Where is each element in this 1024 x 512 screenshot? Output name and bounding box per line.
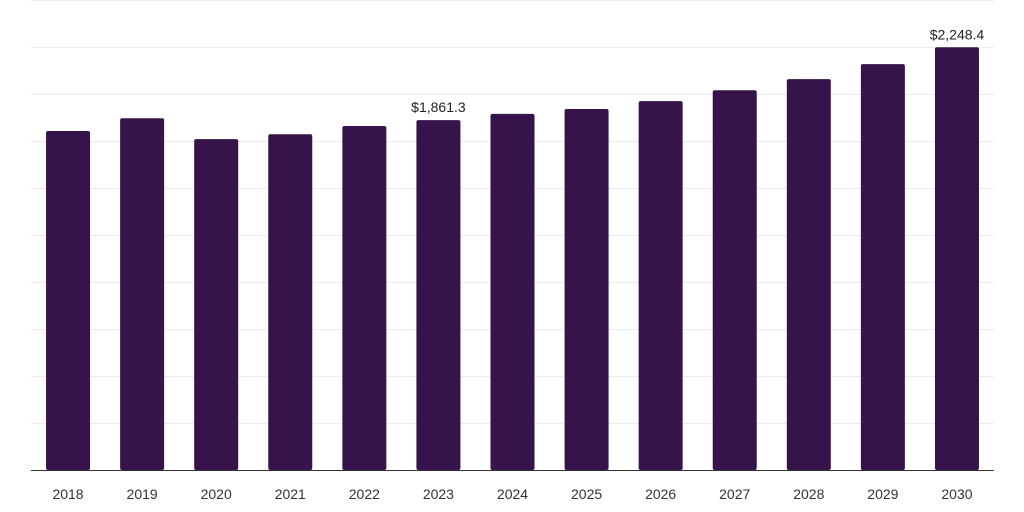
- bar-2027: [712, 90, 757, 471]
- bars: [46, 47, 979, 471]
- bar-2025: [564, 109, 609, 470]
- bar-2029: [860, 64, 905, 471]
- x-tick-label: 2024: [497, 486, 528, 502]
- bar-2023: [416, 120, 461, 470]
- bar-2028: [786, 79, 831, 471]
- x-tick-label: 2029: [867, 486, 898, 502]
- x-tick-label: 2030: [941, 486, 972, 502]
- x-tick-label: 2027: [719, 486, 750, 502]
- x-tick-label: 2018: [52, 486, 83, 502]
- x-tick-label: 2022: [349, 486, 380, 502]
- bar-2020: [194, 139, 239, 470]
- x-tick-label: 2026: [645, 486, 676, 502]
- data-labels: $1,861.3 $2,248.4: [411, 26, 984, 115]
- x-tick-label: 2028: [793, 486, 824, 502]
- x-axis-ticks: 2018 2019 2020 2021 2022 2023 2024 2025 2026 2027…: [52, 486, 972, 502]
- x-tick-label: 2019: [127, 486, 158, 502]
- data-label-2030: $2,248.4: [930, 26, 985, 42]
- bar-2026: [638, 101, 683, 470]
- bar-2030: [934, 47, 979, 471]
- x-tick-label: 2021: [275, 486, 306, 502]
- data-label-2023: $1,861.3: [411, 99, 466, 115]
- x-tick-label: 2023: [423, 486, 454, 502]
- bar-2018: [46, 131, 91, 471]
- bar-2021: [268, 134, 313, 471]
- x-tick-label: 2025: [571, 486, 602, 502]
- bar-2019: [120, 118, 165, 470]
- bar-2024: [490, 113, 535, 471]
- x-tick-label: 2020: [201, 486, 232, 502]
- bar-2022: [342, 125, 387, 471]
